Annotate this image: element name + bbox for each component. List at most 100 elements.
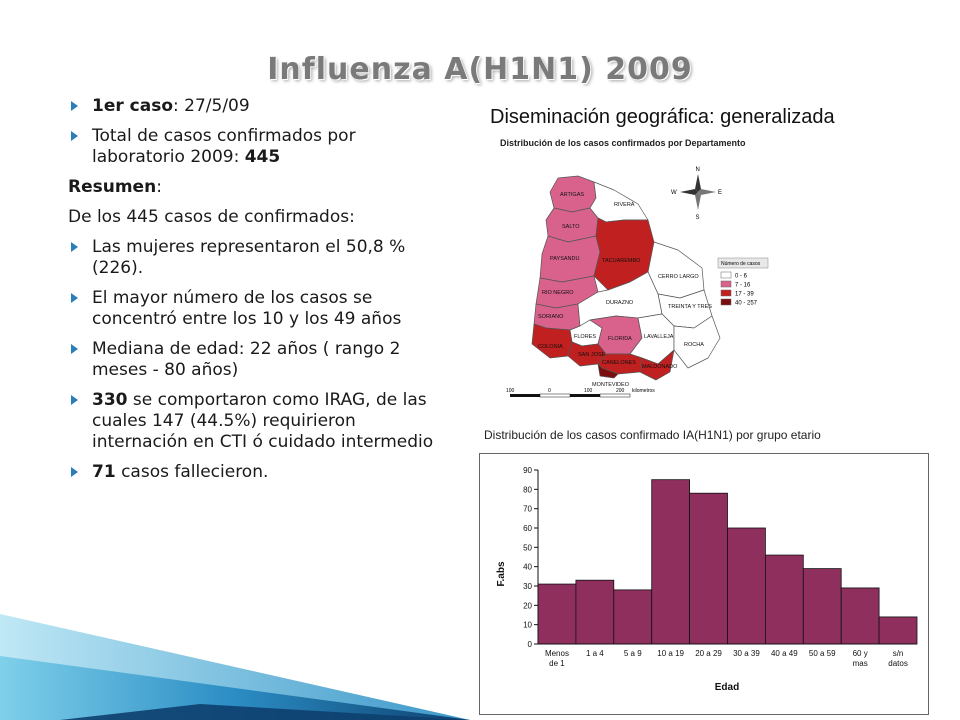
scale-tick-0: 100 (506, 388, 515, 394)
x-tick-label: 50 a 59 (809, 649, 836, 658)
deaths-item: 71 casos fallecieron. (68, 462, 453, 483)
dept-montevideo (597, 363, 619, 379)
x-tick-label: 60 y mas (853, 649, 868, 668)
chart-caption: Distribución de los casos confirmado IA(… (484, 428, 821, 442)
scale-tick-2: 100 (584, 388, 593, 394)
y-tick-label: 10 (523, 621, 532, 630)
label-lavalleja: LAVALLEJA (644, 334, 674, 340)
bar (575, 579, 615, 645)
map-caption: Distribución de los casos confirmados po… (500, 138, 746, 148)
scale-tick-3: 200 (616, 388, 625, 394)
map-legend: Número de casos 0 - 6 7 - 16 17 - 39 40 - 2… (717, 257, 769, 307)
x-tick-label: 5 a 9 (624, 649, 642, 658)
y-tick-label: 50 (523, 543, 532, 552)
label-rivera: RIVERA (614, 202, 635, 208)
dept-san-jose (567, 341, 607, 367)
bar (802, 568, 842, 645)
total-cases-value: 445 (244, 147, 281, 167)
y-tick-label: 20 (523, 601, 532, 610)
bar (537, 583, 577, 645)
bar (613, 589, 653, 645)
legend-swatch (720, 271, 732, 279)
resumen-heading: Resumen: (68, 177, 453, 198)
y-tick-label: 90 (523, 466, 532, 475)
deaths-text: casos fallecieron. (115, 462, 269, 482)
y-tick-label: 60 (523, 524, 532, 533)
dept-rocha (673, 315, 721, 369)
compass-n: N (696, 167, 700, 173)
scale-tick-1: 0 (548, 388, 551, 394)
bar (727, 527, 766, 645)
map-heading: Diseminación geográfica: generalizada (490, 106, 835, 128)
bar (651, 479, 690, 645)
label-artigas: ARTIGAS (560, 192, 584, 198)
total-cases-text: Total de casos confirmados por laborator… (92, 126, 356, 167)
x-tick-label: 30 a 39 (733, 649, 760, 658)
y-tick-label: 80 (523, 485, 532, 494)
decorative-wedge (0, 614, 470, 720)
label-tacuarembo: TACUAREMBO (602, 258, 641, 264)
wedge-deep (60, 704, 470, 720)
label-flores: FLORES (574, 334, 596, 340)
label-paysandu: PAYSANDU (550, 256, 579, 262)
x-axis: Menos de 1 1 a 4 5 a 9 10 a 19 20 a 29 30 a 39… (538, 643, 917, 668)
x-tick-label: Menos de 1 (545, 649, 569, 668)
compass-e: E (718, 190, 722, 196)
label-soriano: SORIANO (538, 314, 564, 320)
slide-title: Influenza A(H1N1) 2009 (267, 52, 693, 87)
label-salto: SALTO (562, 224, 580, 230)
first-case-label: 1er caso (92, 96, 174, 116)
x-tick-label: 1 a 4 (586, 649, 604, 658)
first-case-value: : 27/5/09 (173, 96, 250, 116)
resumen-label: Resumen (68, 177, 157, 197)
label-san-jose: SAN JOSE (578, 352, 606, 358)
legend-label: 40 - 257 (735, 301, 758, 307)
bar (764, 554, 804, 645)
resumen-colon: : (156, 177, 162, 197)
bar (689, 492, 728, 645)
x-tick-label: 40 a 49 (771, 649, 798, 658)
legend-label: 0 - 6 (735, 274, 748, 280)
compass-rose-icon: N S E W (671, 167, 722, 221)
deaths-value: 71 (92, 462, 116, 482)
x-tick-label: s/n datos (888, 649, 908, 668)
legend-title-box (717, 257, 769, 269)
dept-cerro-largo (647, 241, 705, 299)
legend-swatch (720, 280, 732, 288)
bars (537, 479, 918, 645)
y-tick-label: 30 (523, 582, 532, 591)
label-montevideo: MONTEVIDEO (592, 382, 630, 388)
age-histogram-svg: 0 10 20 30 40 50 60 70 80 90 Menos de 1 1 a 4 5 a 9 1… (496, 466, 918, 693)
intro-line: De los 445 casos de confirmados: (68, 207, 355, 227)
label-treinta-y-tres: TREINTA Y TRES (668, 304, 712, 310)
y-axis-title: F.abs (496, 561, 507, 586)
irag-text: se comportaron como IRAG, de las cuales … (92, 390, 434, 452)
legend-label: 7 - 16 (735, 283, 751, 289)
x-tick-label: 10 a 19 (657, 649, 684, 658)
x-axis-title: Edad (715, 682, 739, 693)
legend-label: 17 - 39 (735, 292, 754, 298)
irag-item: 330 se comportaron como IRAG, de las cua… (68, 390, 453, 453)
women-item: Las mujeres representaron el 50,8 % (226… (68, 237, 453, 279)
age-concentration-item: El mayor número de los casos se concentr… (68, 288, 453, 330)
legend-swatch (720, 289, 732, 297)
total-cases-item: Total de casos confirmados por laborator… (68, 126, 453, 168)
compass-w: W (671, 190, 677, 196)
department-map: Distribución de los casos confirmados po… (500, 138, 769, 398)
y-tick-label: 40 (523, 563, 532, 572)
median-age-item: Mediana de edad: 22 años ( rango 2 meses… (68, 339, 453, 381)
label-canelones: CANELONES (602, 360, 636, 366)
dept-maldonado (639, 349, 675, 381)
label-rio-negro: RIO NEGRO (542, 290, 574, 296)
first-case-item: 1er caso: 27/5/09 (68, 96, 453, 117)
label-maldonado: MALDONADO (642, 364, 678, 370)
legend-swatch (720, 298, 732, 306)
label-colonia: COLONIA (538, 344, 563, 350)
irag-value: 330 (92, 390, 128, 410)
bar (840, 587, 880, 645)
label-florida: FLORIDA (608, 336, 632, 342)
y-axis: 0 10 20 30 40 50 60 70 80 90 (523, 466, 539, 649)
scale-unit: kilometros (632, 388, 655, 394)
legend-title: Número de casos (721, 261, 761, 267)
label-rocha: ROCHA (684, 342, 704, 348)
